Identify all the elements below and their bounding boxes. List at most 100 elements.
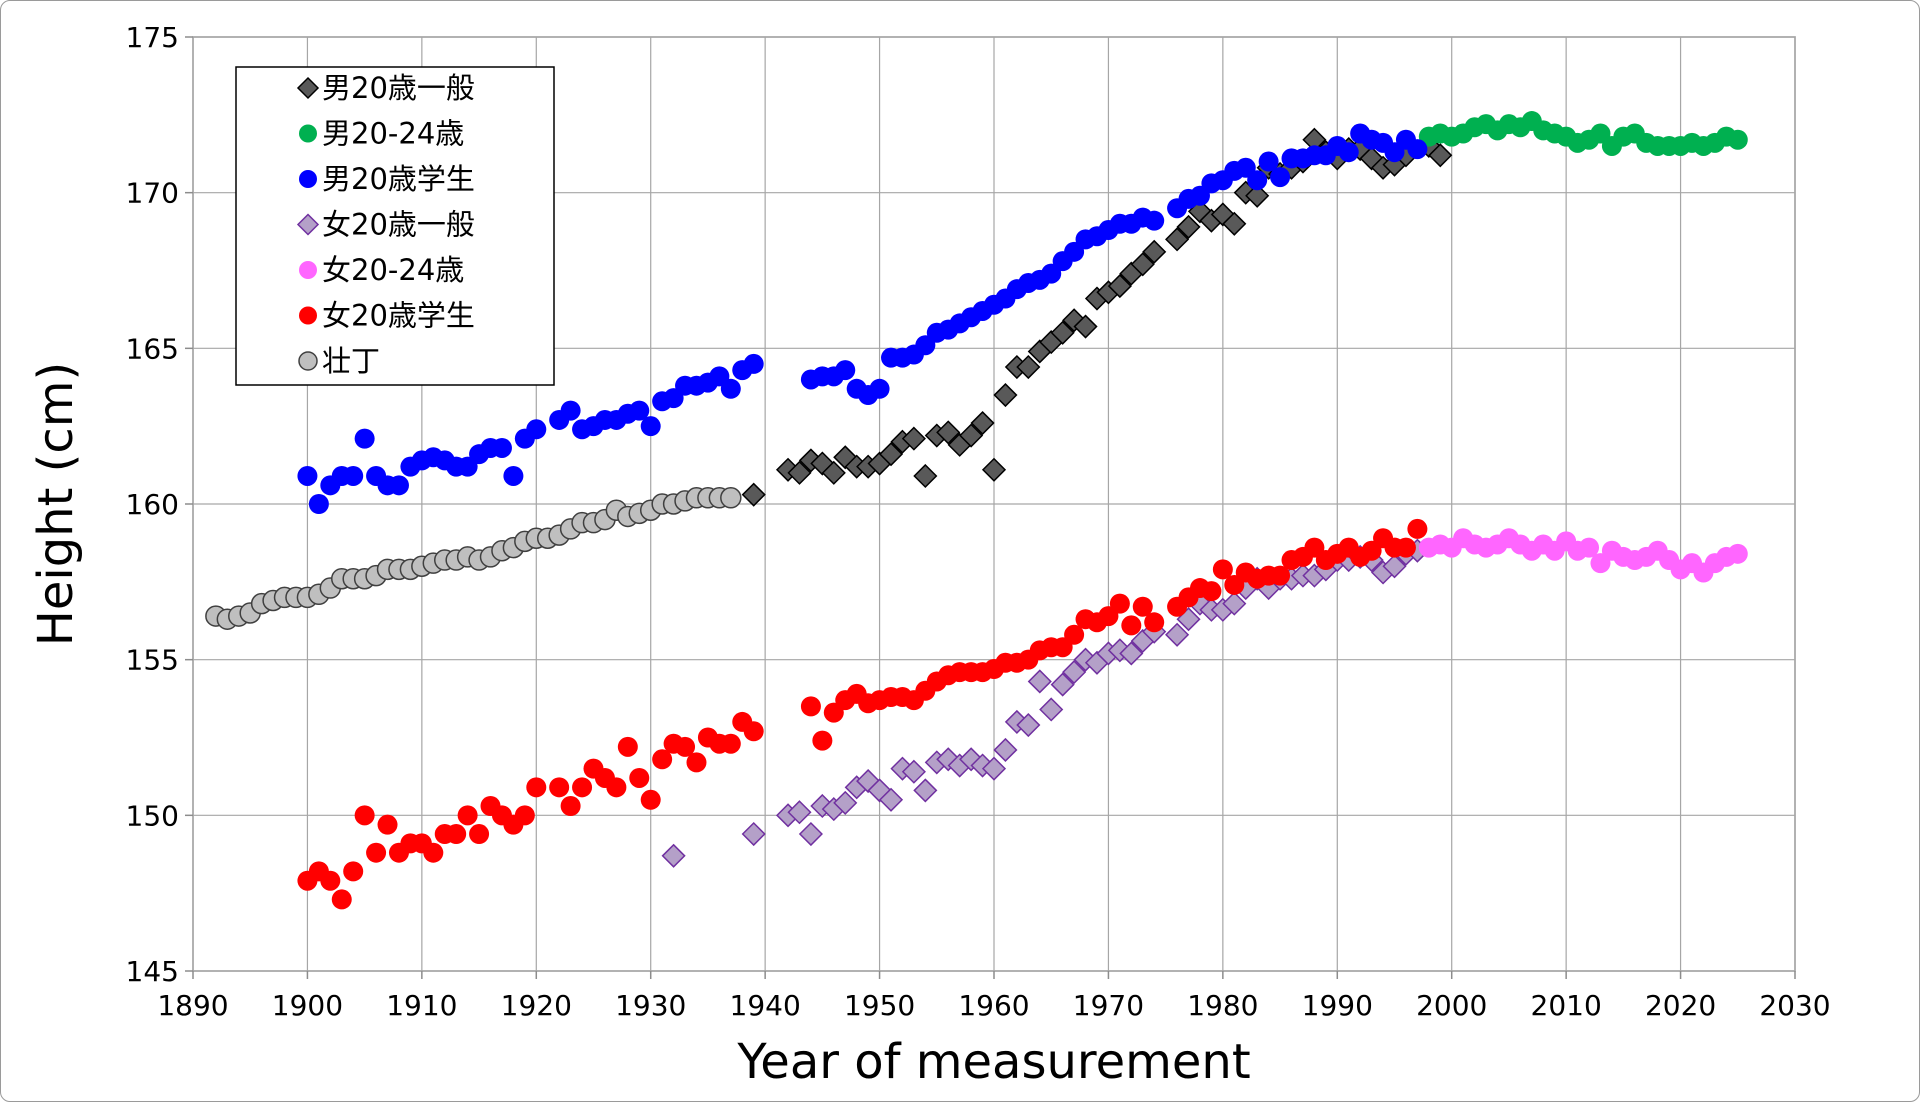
data-point [1407, 139, 1428, 160]
data-point [343, 861, 364, 882]
legend-label: 男20歳一般 [322, 71, 475, 105]
y-axis-ticks: 145 150 155 160 165 170 175 [126, 21, 193, 988]
data-point [878, 787, 904, 812]
x-tick-label: 1920 [501, 989, 572, 1022]
data-point [1109, 593, 1130, 614]
legend-label: 壮丁 [322, 344, 380, 378]
y-tick-label: 150 [126, 799, 179, 832]
y-axis-title: Height (cm) [28, 362, 84, 647]
legend-marker [296, 76, 320, 100]
data-point [1119, 641, 1144, 666]
data-point [1407, 518, 1428, 539]
data-point [878, 442, 904, 467]
data-point [800, 696, 821, 717]
data-point [423, 842, 444, 863]
data-point [1270, 167, 1291, 188]
data-point [1382, 554, 1407, 579]
data-point [743, 721, 764, 742]
data-point [686, 752, 707, 773]
data-point [526, 777, 547, 798]
data-point [1727, 543, 1748, 564]
data-point [1130, 252, 1155, 277]
data-point [720, 733, 741, 754]
x-tick-label: 1890 [157, 989, 228, 1022]
data-point [981, 756, 1007, 781]
x-tick-label: 2020 [1645, 989, 1716, 1022]
legend-label: 女20歳学生 [322, 299, 475, 333]
y-tick-label: 165 [126, 332, 179, 365]
data-point [514, 805, 535, 826]
data-point [1132, 596, 1153, 617]
x-axis-title: Year of measurement [736, 1034, 1250, 1090]
data-point [1016, 354, 1041, 380]
data-point [446, 824, 467, 845]
data-point [993, 737, 1018, 763]
data-point [1064, 624, 1085, 645]
x-tick-label: 1970 [1073, 989, 1144, 1022]
data-point [1201, 581, 1222, 602]
data-point [913, 463, 938, 489]
y-tick-label: 145 [126, 955, 179, 988]
data-point [798, 821, 823, 847]
data-point [572, 777, 593, 798]
data-point [1027, 669, 1052, 694]
data-point [1144, 210, 1165, 231]
x-tick-label: 2010 [1531, 989, 1602, 1022]
data-point [901, 426, 926, 451]
data-point [320, 870, 341, 891]
data-point [366, 842, 387, 863]
x-tick-label: 2030 [1759, 989, 1830, 1022]
legend-marker [298, 351, 318, 371]
series-1 [1418, 111, 1748, 156]
data-point [1165, 622, 1190, 647]
data-point [640, 789, 661, 810]
y-tick-label: 155 [126, 644, 179, 677]
data-point [457, 805, 478, 826]
series-2 [297, 123, 1428, 514]
data-point [1727, 129, 1748, 150]
legend-marker [299, 124, 317, 143]
data-point [1338, 142, 1359, 163]
data-point [652, 749, 673, 770]
data-point [833, 790, 858, 815]
data-point [1222, 591, 1247, 616]
data-point [720, 378, 741, 399]
data-point [1039, 697, 1064, 722]
series-4 [1418, 528, 1748, 583]
data-point [1165, 227, 1190, 252]
data-point [1142, 239, 1167, 264]
data-point [469, 824, 490, 845]
legend-marker [299, 170, 317, 188]
data-point [1222, 211, 1247, 236]
y-tick-label: 160 [126, 488, 179, 521]
data-point [1073, 314, 1098, 339]
x-tick-label: 1940 [730, 989, 801, 1022]
data-point [869, 378, 890, 399]
data-point [1050, 672, 1075, 697]
x-tick-label: 2000 [1416, 989, 1487, 1022]
series-5 [297, 518, 1428, 910]
x-tick-label: 1910 [386, 989, 457, 1022]
data-point [1270, 565, 1291, 586]
data-point [1212, 559, 1233, 580]
data-point [936, 420, 961, 445]
data-point [308, 494, 329, 514]
legend-label: 男20-24歳 [322, 117, 464, 151]
data-point [913, 778, 938, 803]
data-point [675, 736, 696, 757]
series-6 [205, 487, 742, 630]
data-point [993, 382, 1018, 408]
series-3 [661, 538, 1430, 868]
data-point [1395, 537, 1416, 558]
data-point [388, 475, 409, 496]
legend-marker [299, 261, 317, 279]
legend-marker [296, 213, 320, 236]
data-point [560, 400, 581, 421]
legend-marker [299, 306, 317, 325]
data-point [491, 437, 512, 458]
data-point [354, 805, 375, 826]
data-point [787, 800, 812, 825]
data-point [741, 482, 766, 507]
y-tick-label: 170 [126, 177, 179, 210]
